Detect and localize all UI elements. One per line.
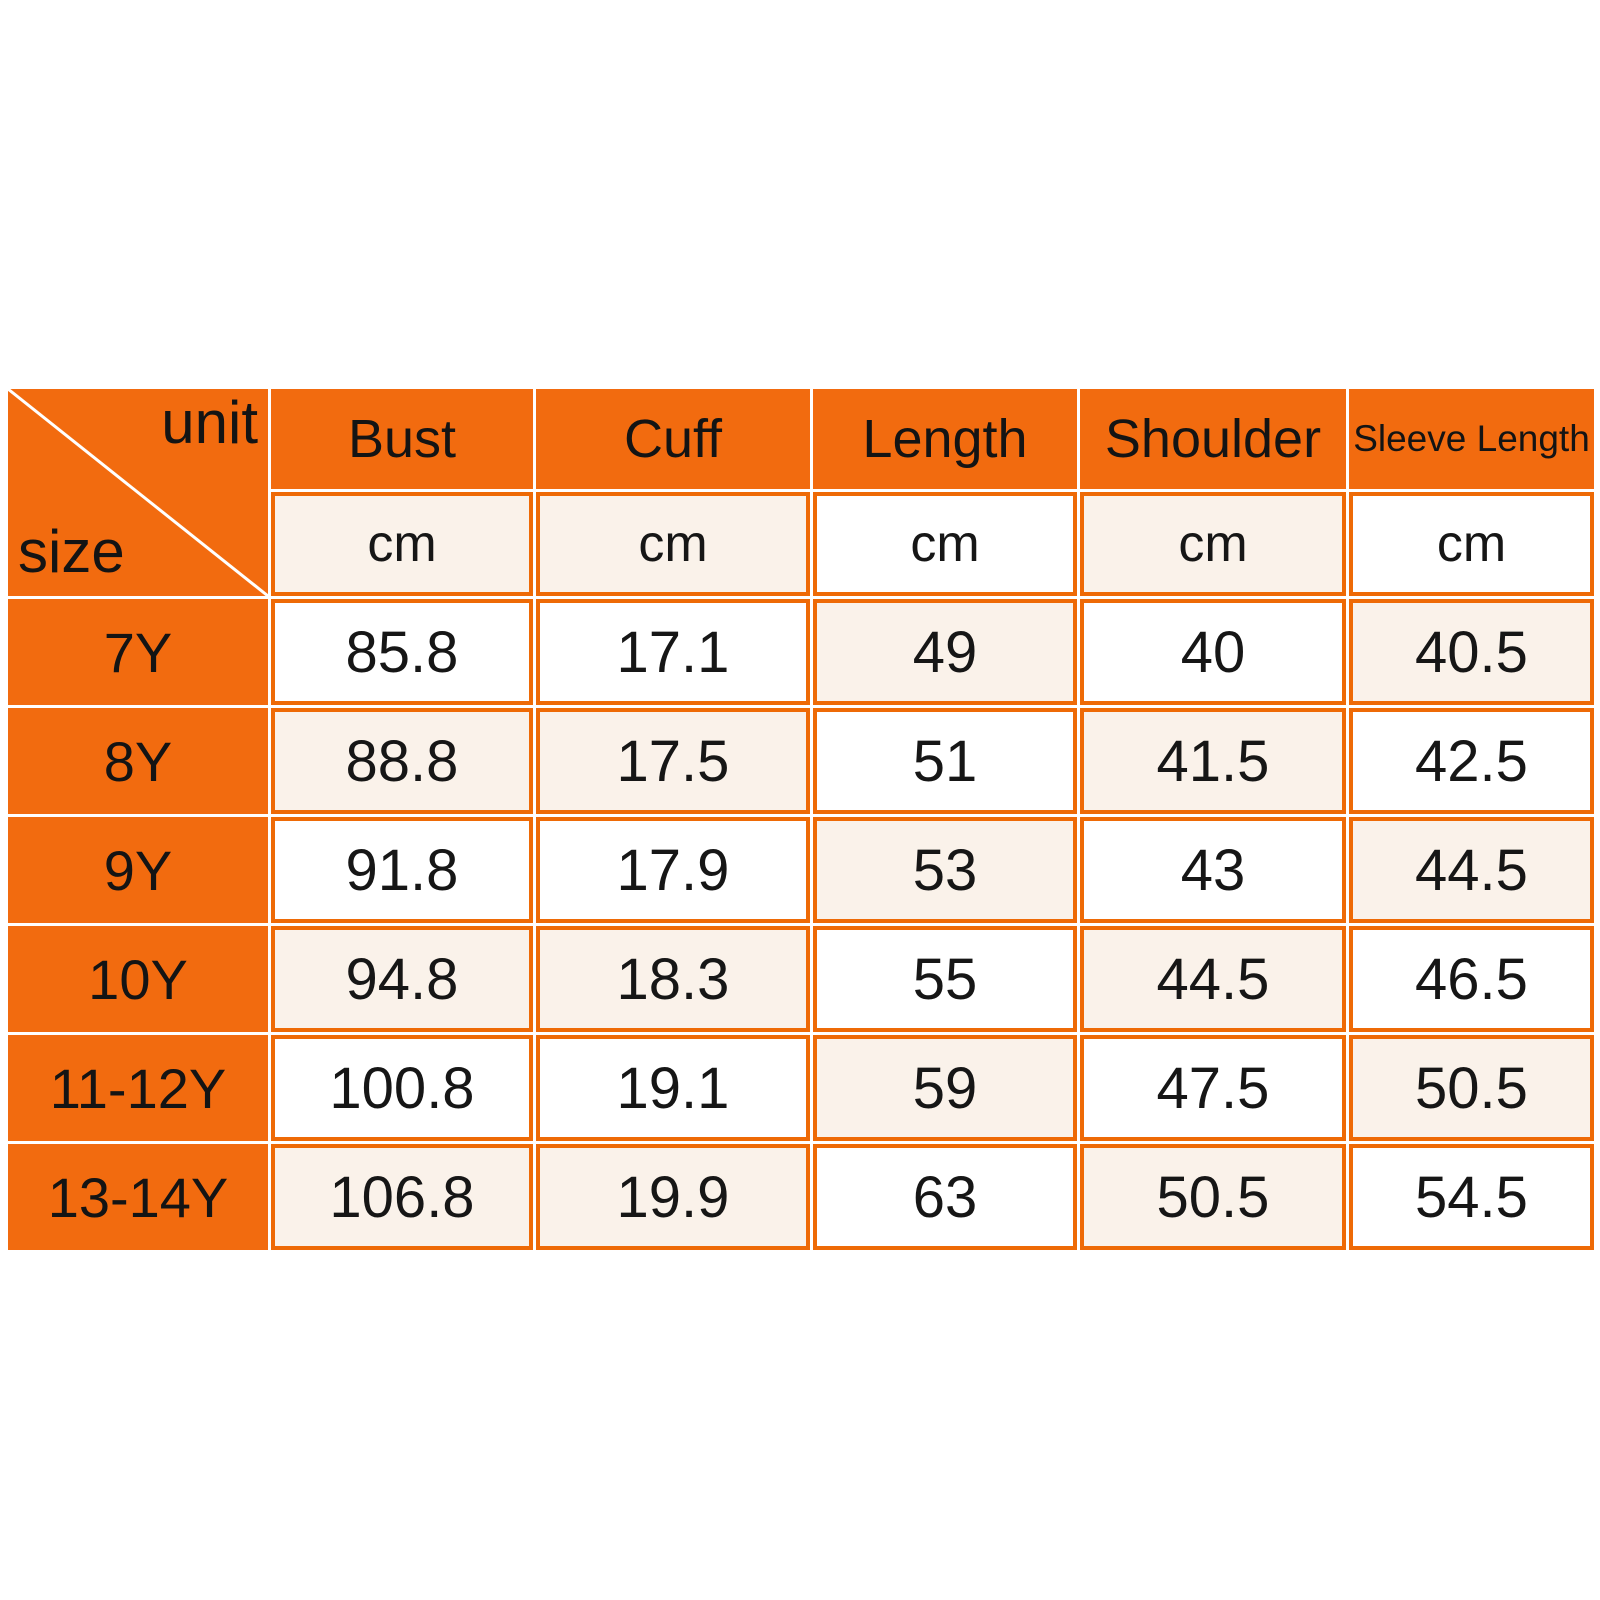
value-cell: 59 — [813, 1035, 1077, 1141]
value-cell: 40 — [1080, 599, 1346, 705]
value-cell: 50.5 — [1080, 1144, 1346, 1250]
value-cell: 55 — [813, 926, 1077, 1032]
column-header-shoulder: Shoulder — [1080, 389, 1346, 489]
value-cell: 51 — [813, 708, 1077, 814]
value-cell: 91.8 — [271, 817, 533, 923]
value-cell: 18.3 — [536, 926, 810, 1032]
value-cell: 47.5 — [1080, 1035, 1346, 1141]
column-header-bust: Bust — [271, 389, 533, 489]
value-cell: 94.8 — [271, 926, 533, 1032]
table-row-8y: 8Y 88.8 17.5 51 41.5 42.5 — [8, 708, 1594, 814]
unit-cell-shoulder: cm — [1080, 492, 1346, 596]
table-row-7y: 7Y 85.8 17.1 49 40 40.5 — [8, 599, 1594, 705]
column-header-sleeve-length: Sleeve Length — [1349, 389, 1594, 489]
value-cell: 100.8 — [271, 1035, 533, 1141]
value-cell: 40.5 — [1349, 599, 1594, 705]
value-cell: 88.8 — [271, 708, 533, 814]
value-cell: 106.8 — [271, 1144, 533, 1250]
header-row: unit size Bust Cuff Length Shoulder Slee… — [8, 389, 1594, 596]
unit-cell-sleeve-length: cm — [1349, 492, 1594, 596]
value-cell: 53 — [813, 817, 1077, 923]
value-cell: 17.1 — [536, 599, 810, 705]
corner-cell: unit size — [8, 389, 268, 596]
size-label: 7Y — [8, 599, 268, 705]
table-row-10y: 10Y 94.8 18.3 55 44.5 46.5 — [8, 926, 1594, 1032]
units-row: cm cm cm cm cm — [8, 492, 1594, 596]
value-cell: 63 — [813, 1144, 1077, 1250]
unit-cell-cuff: cm — [536, 492, 810, 596]
size-label: 8Y — [8, 708, 268, 814]
value-cell: 41.5 — [1080, 708, 1346, 814]
size-label: 13-14Y — [8, 1144, 268, 1250]
value-cell: 19.9 — [536, 1144, 810, 1250]
diagonal-divider-line — [8, 389, 268, 596]
value-cell: 43 — [1080, 817, 1346, 923]
value-cell: 85.8 — [271, 599, 533, 705]
corner-size-label: size — [18, 518, 125, 585]
value-cell: 49 — [813, 599, 1077, 705]
unit-cell-bust: cm — [271, 492, 533, 596]
size-chart: unit size Bust Cuff Length Shoulder Slee… — [5, 386, 1597, 1253]
column-header-cuff: Cuff — [536, 389, 810, 489]
size-label: 11-12Y — [8, 1035, 268, 1141]
value-cell: 54.5 — [1349, 1144, 1594, 1250]
value-cell: 50.5 — [1349, 1035, 1594, 1141]
value-cell: 19.1 — [536, 1035, 810, 1141]
unit-cell-length: cm — [813, 492, 1077, 596]
value-cell: 17.9 — [536, 817, 810, 923]
value-cell: 42.5 — [1349, 708, 1594, 814]
value-cell: 44.5 — [1080, 926, 1346, 1032]
column-header-length: Length — [813, 389, 1077, 489]
table-row-11-12y: 11-12Y 100.8 19.1 59 47.5 50.5 — [8, 1035, 1594, 1141]
size-chart-table: unit size Bust Cuff Length Shoulder Slee… — [5, 386, 1597, 1253]
table-row-9y: 9Y 91.8 17.9 53 43 44.5 — [8, 817, 1594, 923]
value-cell: 46.5 — [1349, 926, 1594, 1032]
size-label: 10Y — [8, 926, 268, 1032]
corner-unit-label: unit — [161, 389, 258, 456]
table-row-13-14y: 13-14Y 106.8 19.9 63 50.5 54.5 — [8, 1144, 1594, 1250]
value-cell: 44.5 — [1349, 817, 1594, 923]
value-cell: 17.5 — [536, 708, 810, 814]
size-label: 9Y — [8, 817, 268, 923]
